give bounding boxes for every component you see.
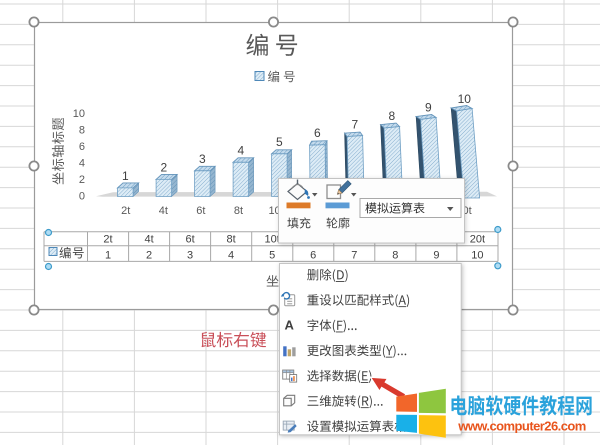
svg-text:9: 9	[425, 101, 432, 115]
svg-text:2: 2	[79, 174, 85, 186]
svg-text:6: 6	[310, 250, 316, 262]
svg-text:A: A	[285, 317, 295, 332]
svg-text:10: 10	[458, 92, 472, 106]
svg-text:www.computer26.com: www.computer26.com	[457, 419, 586, 434]
svg-text:1: 1	[122, 169, 129, 183]
svg-text:8: 8	[79, 125, 85, 137]
svg-text:8: 8	[392, 250, 398, 262]
svg-text:6t: 6t	[196, 205, 205, 217]
svg-text:10t: 10t	[265, 234, 280, 246]
svg-text:6: 6	[79, 141, 85, 153]
svg-text:6: 6	[314, 126, 321, 140]
svg-text:10: 10	[471, 250, 483, 262]
svg-text:5: 5	[276, 135, 283, 149]
svg-text:4t: 4t	[159, 205, 168, 217]
svg-text:7: 7	[351, 250, 357, 262]
svg-text:2: 2	[160, 160, 167, 174]
svg-text:9: 9	[433, 250, 439, 262]
svg-text:4t: 4t	[145, 234, 154, 246]
svg-text:4: 4	[237, 143, 244, 157]
svg-text:7: 7	[351, 118, 358, 132]
svg-text:2: 2	[146, 250, 152, 262]
svg-text:10: 10	[73, 108, 85, 120]
svg-text:8t: 8t	[234, 205, 243, 217]
svg-text:20t: 20t	[470, 234, 485, 246]
svg-text:3: 3	[199, 152, 206, 166]
svg-text:3: 3	[187, 250, 193, 262]
svg-text:4: 4	[79, 158, 85, 170]
svg-text:2t: 2t	[103, 234, 112, 246]
svg-text:6t: 6t	[186, 234, 195, 246]
svg-text:2t: 2t	[121, 205, 130, 217]
svg-text:5: 5	[269, 250, 275, 262]
svg-text:1: 1	[105, 250, 111, 262]
svg-text:8: 8	[388, 109, 395, 123]
svg-text:4: 4	[228, 250, 234, 262]
svg-text:0: 0	[79, 191, 85, 203]
svg-text:8t: 8t	[227, 234, 236, 246]
